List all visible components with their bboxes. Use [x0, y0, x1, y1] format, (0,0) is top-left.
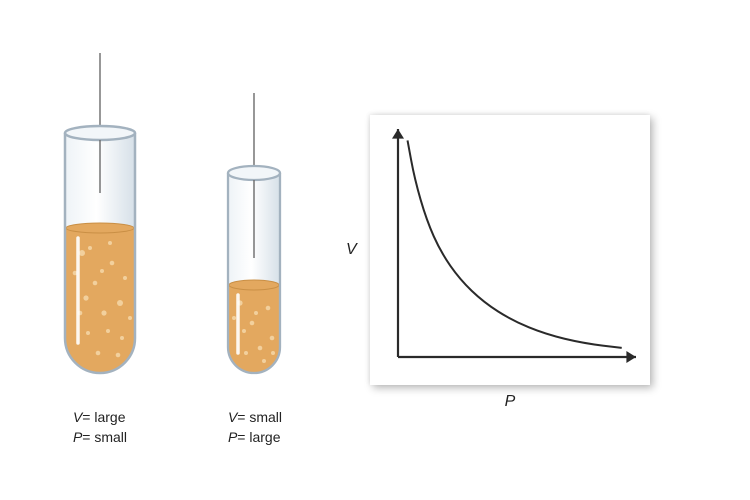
pv-curve-chart [370, 115, 650, 385]
tube-small-labels: V= small P= large [228, 408, 282, 447]
tube-small-v-label: V= small [228, 408, 282, 428]
tube-small-group: V= small P= large [200, 53, 310, 447]
tube-large-v-label: V= large [73, 408, 127, 428]
tubes-area: V= large P= small V= small P= large [40, 53, 310, 447]
tube-small [200, 53, 310, 398]
tube-small-svg [200, 53, 310, 393]
tube-large-p-label: P= small [73, 428, 127, 448]
x-axis-label: P [505, 393, 516, 411]
chart-box [370, 115, 650, 385]
tube-large-group: V= large P= small [40, 53, 160, 447]
tube-large-svg [40, 53, 160, 393]
y-axis-label: V [346, 241, 357, 259]
tube-large [40, 53, 160, 398]
diagram-container: V= large P= small V= small P= large V P [0, 0, 750, 500]
tube-large-labels: V= large P= small [73, 408, 127, 447]
tube-small-p-label: P= large [228, 428, 282, 448]
chart-area: V P [370, 115, 650, 385]
